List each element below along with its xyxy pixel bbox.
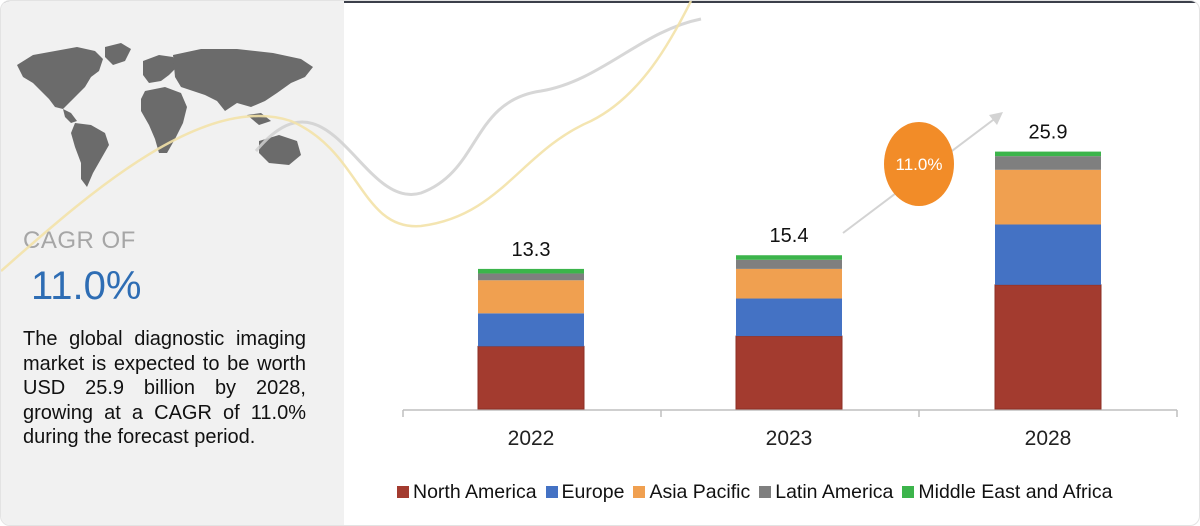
- bar-2023-asia-pacific: [736, 268, 842, 299]
- bar-2023-europe: [736, 298, 842, 337]
- top-border-line: [1, 1, 1199, 3]
- bar-2023-north-america: [735, 335, 843, 410]
- growth-arrow-head: [989, 112, 1003, 125]
- legend-swatch: [397, 486, 409, 498]
- category-label-2028: 2028: [1025, 427, 1072, 450]
- bar-2022-middle-east-and-africa: [478, 268, 584, 274]
- bar-2028-asia-pacific: [995, 169, 1101, 225]
- bar-2023-middle-east-and-africa: [736, 255, 842, 260]
- legend-label: North America: [413, 480, 537, 503]
- bar-2028-middle-east-and-africa: [995, 151, 1101, 157]
- legend-swatch: [902, 486, 915, 498]
- legend-label: Middle East and Africa: [918, 480, 1113, 503]
- market-description: The global diagnostic imaging market is …: [23, 328, 306, 448]
- category-label-2023: 2023: [766, 427, 813, 450]
- legend-swatch: [545, 486, 558, 498]
- bar-2022-north-america: [477, 345, 585, 410]
- decorative-swoosh-gray: [254, 17, 702, 196]
- legend-item-latin-america: Latin America: [759, 481, 893, 504]
- bar-2023-latin-america: [736, 259, 842, 269]
- bar-2022-latin-america: [478, 273, 584, 281]
- cagr-label: CAGR OF: [23, 227, 136, 254]
- decorative-swoosh-yellow: [1, 1, 693, 272]
- bar-2028-europe: [995, 224, 1101, 285]
- total-label-2023: 15.4: [770, 225, 809, 247]
- legend-swatch: [633, 486, 646, 498]
- chart-legend: North America Europe Asia Pacific Latin Ame…: [397, 480, 1121, 504]
- bar-2028-latin-america: [995, 156, 1101, 170]
- legend-item-north-america: North America: [397, 481, 537, 504]
- bar-2028-north-america: [994, 284, 1102, 410]
- legend-label: Asia Pacific: [649, 480, 751, 503]
- bar-2022-asia-pacific: [478, 280, 584, 314]
- total-label-2022: 13.3: [512, 239, 551, 261]
- category-label-2022: 2022: [508, 427, 555, 450]
- legend-item-europe: Europe: [545, 480, 625, 504]
- total-label-2028: 25.9: [1029, 122, 1068, 144]
- legend-item-asia-pacific: Asia Pacific: [633, 481, 750, 504]
- cagr-badge-label: 11.0%: [896, 155, 943, 174]
- cagr-value: 11.0%: [31, 264, 142, 308]
- legend-swatch: [759, 486, 772, 498]
- legend-label: Latin America: [775, 480, 894, 503]
- cagr-badge: [884, 122, 954, 206]
- summary-panel: CAGR OF 11.0% The global diagnostic imag…: [1, 1, 344, 525]
- legend-item-middle-east-and-africa: Middle East and Africa: [902, 481, 1112, 504]
- legend-label: Europe: [561, 480, 625, 503]
- bar-2022-europe: [478, 313, 584, 347]
